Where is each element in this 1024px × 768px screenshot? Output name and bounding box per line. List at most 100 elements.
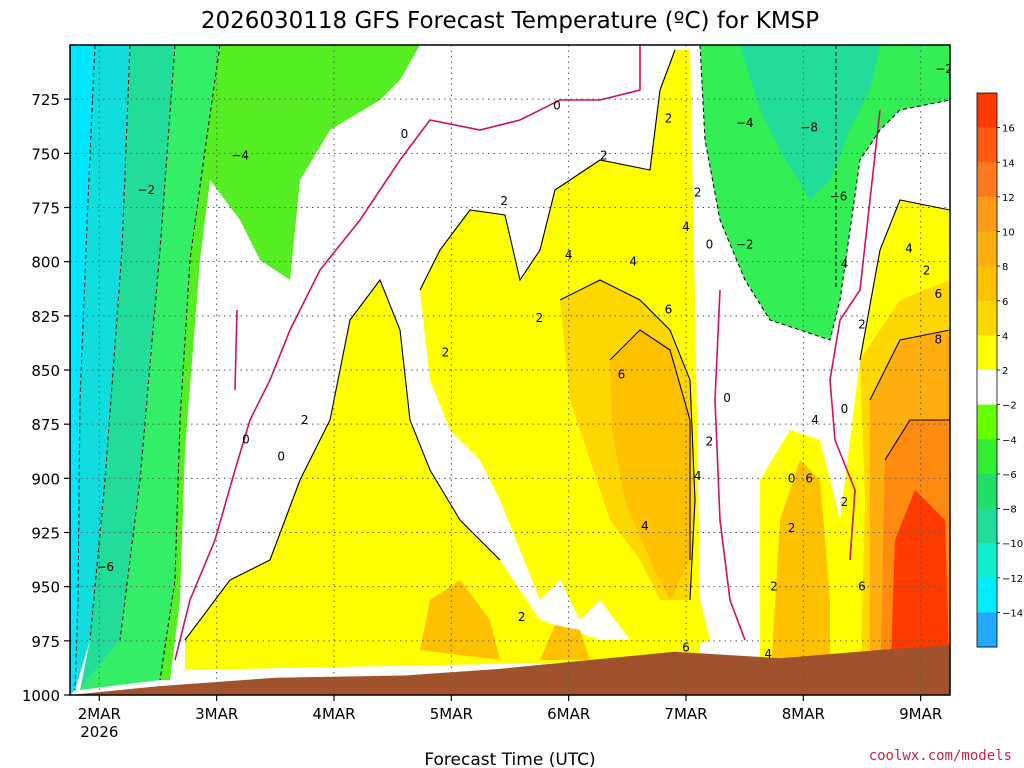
colorbar-label: 6 [1002, 297, 1008, 308]
credit-link[interactable]: coolwx.com/models [869, 748, 1012, 764]
freezing-line-east [714, 289, 746, 641]
contour-label: 6 [805, 471, 813, 485]
x-tick-label: 9MAR [899, 705, 942, 723]
contour-label: 0 [277, 450, 285, 464]
x-tick-label: 3MAR [195, 705, 238, 723]
contour-label: 2 [518, 610, 526, 624]
contour-label: 2 [665, 112, 673, 126]
warm-region-lowlevel [185, 280, 700, 670]
colorbar-label: 14 [1002, 158, 1015, 169]
x-axis-label: Forecast Time (UTC) [424, 750, 595, 768]
colorbar-label: −12 [1002, 574, 1023, 585]
x-tick-label: 6MAR [547, 705, 590, 723]
colorbar-swatch [977, 266, 997, 302]
contour-label: 4 [905, 242, 913, 256]
contour-label: 2 [536, 311, 544, 325]
colorbar-label: −8 [1002, 505, 1017, 516]
colorbar-swatch [977, 370, 997, 406]
colorbar-swatch [977, 577, 997, 613]
x-tick-label: 8MAR [782, 705, 825, 723]
contour-label: −4 [736, 116, 754, 130]
contour-minus-4 [159, 45, 221, 681]
y-tick-label: 725 [31, 91, 60, 109]
contour-label: 6 [682, 640, 690, 654]
contour-2-low [184, 278, 501, 641]
x-tick-label: 7MAR [664, 705, 707, 723]
colorbar-swatch [977, 439, 997, 475]
freezing-line-far-east [829, 109, 881, 561]
y-tick-label: 800 [31, 254, 60, 272]
contour-label: 2 [770, 580, 778, 594]
y-tick-label: 950 [31, 579, 60, 597]
warm-pocket-6mar [540, 625, 590, 660]
y-tick-label: 975 [31, 633, 60, 651]
contour-label: 4 [629, 255, 637, 269]
contour-label: 0 [841, 402, 849, 416]
y-tick-label: 850 [31, 362, 60, 380]
contour-label: −2 [137, 183, 155, 197]
contour-label: 4 [694, 469, 702, 483]
warm-core-east [890, 490, 950, 690]
x-tick-label: 2MAR [78, 705, 121, 723]
contour-labels: −202−4−8002−4−22−6240−244442662282600241… [96, 62, 969, 661]
colorbar-label: −4 [1002, 435, 1017, 446]
contour-label: 2 [706, 435, 714, 449]
contour-label: 4 [764, 647, 772, 661]
contour-4 [559, 279, 696, 601]
grid [70, 45, 950, 695]
contour-label: 2 [301, 413, 309, 427]
contour-label: 6 [858, 580, 866, 594]
contour-label: −8 [800, 120, 818, 134]
colorbar-swatch [977, 127, 997, 163]
colorbar-swatch [977, 196, 997, 232]
contour-label: 4 [841, 257, 849, 271]
colorbar-swatch [977, 508, 997, 544]
x-tick-label: 5MAR [430, 705, 473, 723]
chart-title: 2026030118 GFS Forecast Temperature (ºC)… [201, 8, 819, 34]
contour-label: 0 [401, 127, 409, 141]
colorbar-swatch [977, 300, 997, 336]
colorbar-label: −10 [1002, 539, 1023, 550]
colorbar-swatch [977, 162, 997, 198]
cold-band-10 [80, 45, 175, 690]
cold-region-east-core [740, 45, 880, 200]
warm-layer-8mar [770, 460, 830, 690]
freezing-line-west [174, 45, 641, 661]
contour-6 [609, 329, 691, 560]
freezing-line-isolated [234, 309, 238, 391]
contour-label: 4 [811, 413, 819, 427]
contour-label: 0 [788, 471, 796, 485]
colorbar-label: 4 [1002, 331, 1008, 342]
contour-label: 2 [600, 149, 608, 163]
colorbar-swatch [977, 543, 997, 579]
contour-label: 2 [788, 521, 796, 535]
colorbar-label: 10 [1002, 228, 1015, 239]
colorbar-swatch [977, 473, 997, 509]
contour-label: 0 [553, 99, 561, 113]
colorbar-swatch [977, 404, 997, 440]
contour-label: 0 [242, 432, 250, 446]
cold-region-east [700, 45, 950, 340]
contour-label: 0 [723, 391, 731, 405]
contour-label: 10 [954, 426, 969, 440]
colorbar-swatch [977, 335, 997, 371]
contour-label: 0 [706, 237, 714, 251]
cold-band-4 [160, 45, 420, 680]
colorbar-label: 2 [1002, 366, 1008, 377]
contour-label: −6 [96, 560, 114, 574]
contour-label: 2 [500, 194, 508, 208]
contour-label: 2 [858, 318, 866, 332]
y-tick-label: 825 [31, 308, 60, 326]
contour-label: 2 [694, 185, 702, 199]
x-tick-sublabel: 2026 [80, 723, 118, 741]
y-tick-label: 750 [31, 145, 60, 163]
contour-label: 6 [934, 287, 942, 301]
contour-label: 2 [923, 263, 931, 277]
colorbar-label: −14 [1002, 608, 1023, 619]
y-tick-label: 900 [31, 470, 60, 488]
warm-pocket-5mar [420, 580, 500, 660]
contour-label: −4 [231, 149, 249, 163]
contour-label: 8 [934, 333, 942, 347]
